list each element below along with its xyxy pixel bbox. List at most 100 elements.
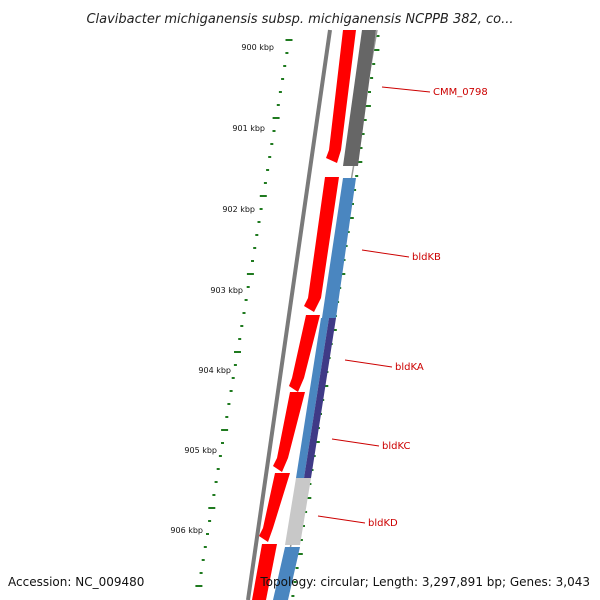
scale-label-905: 905 kbp [184, 446, 217, 455]
gc-tick-left [208, 520, 212, 522]
map-title: Clavibacter michiganensis subsp. michiga… [86, 12, 513, 27]
scale-label-901: 901 kbp [232, 124, 265, 133]
gc-tick-left [195, 585, 203, 587]
gc-tick-left [281, 78, 285, 80]
footer: Accession: NC_009480 Topology: circular;… [8, 575, 590, 589]
scale-labels: 900 kbp 901 kbp 902 kbp 903 kbp 904 kbp … [170, 43, 274, 535]
gc-tick-left [240, 325, 244, 327]
gene-trailing[interactable] [273, 547, 300, 600]
gc-tick-right [368, 91, 371, 93]
gc-tick-right [351, 203, 354, 205]
scale-label-906: 906 kbp [170, 526, 203, 535]
gc-tick-left [231, 377, 235, 379]
gc-tick-right [372, 49, 380, 51]
gc-tick-left [259, 208, 263, 210]
gc-tick-right [376, 35, 380, 37]
gc-tick-left [276, 104, 280, 106]
gc-tick-right [293, 581, 297, 583]
gc-tick-left [246, 286, 250, 288]
label-bldkb[interactable]: bldKB [412, 252, 441, 263]
gc-tick-left [208, 507, 216, 509]
gc-tick-left [278, 91, 282, 93]
label-cmm-0798[interactable]: CMM_0798 [433, 87, 488, 98]
gc-tick-left [272, 130, 276, 132]
gc-tick-right [370, 77, 374, 79]
gc-tick-left [229, 390, 233, 392]
gc-tick-left [266, 169, 270, 171]
gc-tick-left [244, 299, 248, 301]
gc-tick-left [221, 429, 229, 431]
gc-tick-right [363, 105, 371, 107]
forward-strand-track [252, 30, 356, 600]
gc-tick-left [238, 338, 242, 340]
forward-cds-5[interactable] [259, 473, 290, 542]
forward-cds-3[interactable] [289, 315, 320, 392]
gc-tick-left [225, 416, 229, 418]
gc-tick-right [291, 595, 295, 597]
gc-tick-right [363, 119, 367, 121]
scale-label-900: 900 kbp [241, 43, 274, 52]
gc-tick-left [283, 65, 287, 67]
gc-tick-left [263, 182, 267, 184]
gene-bldka[interactable] [296, 318, 329, 478]
accession-text: Accession: NC_009480 [8, 575, 144, 589]
gc-tick-left [285, 39, 293, 41]
scale-label-903: 903 kbp [210, 286, 243, 295]
gene-cmm-0798[interactable] [343, 30, 376, 166]
gc-tick-left [233, 364, 237, 366]
gc-tick-left [206, 533, 209, 535]
label-bldkc[interactable]: bldKC [382, 441, 410, 452]
gc-tick-left [212, 494, 216, 496]
gc-tick-right [299, 539, 303, 541]
gc-tick-right [304, 497, 312, 499]
gc-tick-left [201, 559, 205, 561]
label-bldka[interactable]: bldKA [395, 362, 424, 373]
gene-bldkc[interactable] [304, 318, 336, 478]
gc-tick-left [255, 234, 259, 236]
backbone-inner [246, 29, 332, 600]
gc-tick-right [353, 189, 357, 191]
gene-labels: CMM_0798 bldKB bldKA bldKC bldKD [317, 86, 488, 529]
gc-tick-left [214, 481, 218, 483]
gc-tick-left [272, 117, 280, 119]
forward-cds-2[interactable] [304, 177, 339, 312]
forward-cds-1[interactable] [326, 30, 356, 163]
gc-tick-left [234, 351, 241, 353]
gc-tick-right [361, 133, 365, 135]
gc-tick-left [257, 221, 261, 223]
forward-cds-6[interactable] [252, 544, 277, 600]
gc-tick-left [251, 260, 254, 262]
scale-label-904: 904 kbp [198, 366, 231, 375]
gc-tick-left [218, 455, 222, 457]
gc-tick-left [227, 403, 231, 405]
gc-tick-left [246, 273, 254, 275]
leader-bldka [344, 359, 393, 368]
gc-tick-left [268, 156, 272, 158]
gc-tick-left [203, 546, 207, 548]
gc-tick-left [285, 52, 289, 54]
gc-tick-left [221, 442, 224, 444]
gene-bldkb[interactable] [322, 178, 356, 318]
leader-bldkb [361, 249, 410, 258]
gc-tick-right [355, 161, 363, 163]
reverse-strand-track [273, 30, 376, 600]
gc-tick-left [259, 195, 267, 197]
leader-bldkc [331, 438, 380, 447]
gc-tick-left [253, 247, 257, 249]
label-bldkd[interactable]: bldKD [368, 518, 398, 529]
gc-tick-right [302, 525, 305, 527]
leader-cmm-0798 [381, 86, 431, 93]
genome-summary-text: Topology: circular; Length: 3,297,891 bp… [259, 575, 590, 589]
gc-tick-left [199, 572, 203, 574]
forward-cds-4[interactable] [273, 392, 305, 472]
gc-tick-right [372, 63, 376, 65]
leader-bldkd [317, 515, 366, 524]
gc-tick-right [359, 147, 363, 149]
gc-tick-right [295, 553, 303, 555]
gc-tick-left [242, 312, 246, 314]
gc-tick-left [270, 143, 274, 145]
gc-tick-right [346, 217, 354, 219]
gene-bldkd[interactable] [285, 478, 311, 545]
gc-tick-right [304, 511, 308, 513]
